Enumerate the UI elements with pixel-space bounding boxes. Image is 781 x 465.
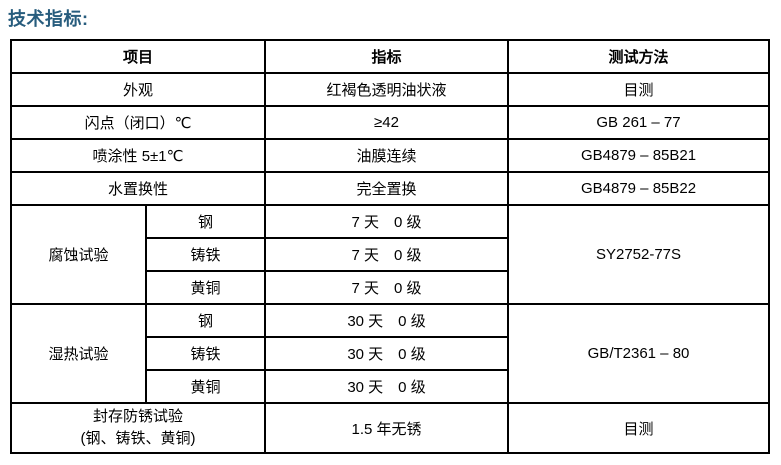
table-row-water-displacement: 水置换性 完全置换 GB4879 – 85B22 [9, 171, 771, 206]
seal-rust-label-line1: 封存防锈试验 [93, 408, 184, 425]
cell-value: 完全置换 [264, 171, 510, 206]
spec-table: 项目 指标 测试方法 外观 红褐色透明油状液 目测 闪点（闭口）℃ ≥42 GB… [9, 39, 771, 454]
column-header-method: 测试方法 [507, 39, 771, 74]
column-header-indicator: 指标 [264, 39, 510, 74]
cell-material: 铸铁 [144, 336, 267, 371]
cell-method: 目测 [507, 72, 771, 107]
cell-value: 红褐色透明油状液 [264, 72, 510, 107]
cell-value: 1.5 年无锈 [264, 402, 510, 454]
cell-group-label-corrosion: 腐蚀试验 [10, 204, 147, 305]
cell-item: 闪点（闭口）℃ [9, 105, 267, 140]
seal-rust-label-line2: (钢、铸铁、黄铜) [80, 430, 196, 447]
section-title: 技术指标: [8, 9, 89, 29]
cell-material: 黄铜 [144, 270, 267, 305]
cell-value: 7 天 0 级 [264, 237, 510, 272]
table-row-sprayability: 喷涂性 5±1℃ 油膜连续 GB4879 – 85B21 [9, 138, 771, 173]
table-row-corrosion-steel: 腐蚀试验 钢 7 天 0 级 SY2752-77S [10, 204, 771, 305]
table-row-damp-heat-brass: 黄铜 30 天 0 级 [11, 369, 769, 404]
cell-method: GB4879 – 85B21 [507, 138, 771, 173]
cell-method: GB4879 – 85B22 [507, 171, 771, 206]
cell-value: 7 天 0 级 [264, 270, 510, 305]
table-row-appearance: 外观 红褐色透明油状液 目测 [9, 72, 771, 107]
table-row-damp-heat-cast-iron: 铸铁 30 天 0 级 [11, 336, 769, 371]
cell-method: 目测 [507, 402, 771, 454]
cell-method-corrosion: SY2752-77S [507, 204, 771, 305]
cell-value: 30 天 0 级 [264, 303, 510, 338]
cell-item: 水置换性 [9, 171, 267, 206]
cell-value: 7 天 0 级 [264, 204, 510, 239]
cell-method: GB 261 – 77 [507, 105, 771, 140]
cell-group-label-damp-heat: 湿热试验 [10, 303, 147, 404]
cell-item: 喷涂性 5±1℃ [9, 138, 267, 173]
cell-material: 铸铁 [144, 237, 267, 272]
table-header-row: 项目 指标 测试方法 [9, 39, 771, 74]
cell-value: ≥42 [264, 105, 510, 140]
cell-material: 钢 [144, 303, 267, 338]
table-row-flash-point: 闪点（闭口）℃ ≥42 GB 261 – 77 [9, 105, 771, 140]
cell-value: 30 天 0 级 [264, 336, 510, 371]
cell-method-damp-heat: GB/T2361 – 80 [507, 303, 771, 404]
cell-item: 外观 [9, 72, 267, 107]
cell-material: 黄铜 [144, 369, 267, 404]
table-row-corrosion-brass: 黄铜 7 天 0 级 [11, 270, 769, 305]
table-row-damp-heat-steel: 湿热试验 钢 30 天 0 级 GB/T2361 – 80 [10, 303, 771, 404]
cell-material: 钢 [144, 204, 267, 239]
cell-value: 油膜连续 [264, 138, 510, 173]
table-row-seal-rust: 封存防锈试验 (钢、铸铁、黄铜) 1.5 年无锈 目测 [9, 402, 771, 454]
cell-item-seal-rust: 封存防锈试验 (钢、铸铁、黄铜) [9, 402, 267, 454]
cell-value: 30 天 0 级 [264, 369, 510, 404]
table-row-corrosion-cast-iron: 铸铁 7 天 0 级 [11, 237, 769, 272]
column-header-item: 项目 [9, 39, 267, 74]
